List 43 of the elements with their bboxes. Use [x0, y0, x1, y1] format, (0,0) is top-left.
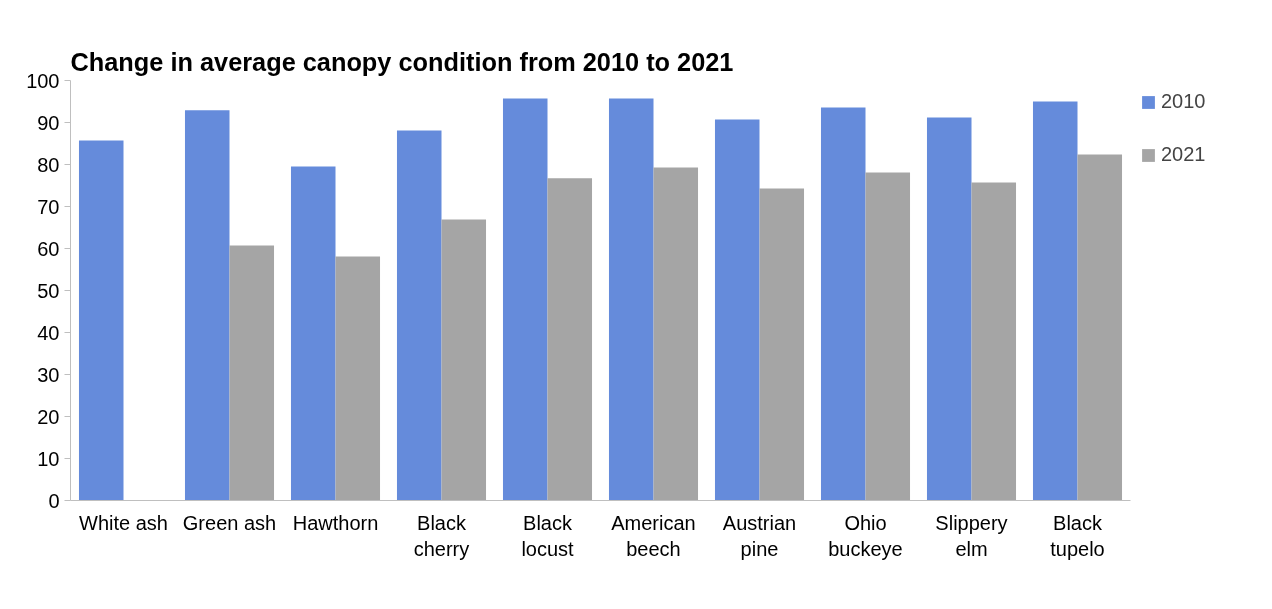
y-tick-label: 100 [26, 69, 60, 92]
x-tick-label: Black tupelo [1050, 511, 1105, 560]
bar [820, 107, 866, 501]
x-tick-label: Austrian pine [722, 511, 797, 560]
y-tick-label: 20 [37, 405, 60, 428]
x-tick-label: Hawthorn [292, 511, 379, 534]
bar [714, 119, 760, 501]
bar [78, 140, 124, 501]
bar [1077, 154, 1123, 501]
x-tick-label: Black cherry [413, 511, 470, 560]
y-tick-label: 90 [37, 111, 60, 134]
bar [441, 219, 487, 501]
legend-label: 2021 [1161, 143, 1206, 166]
bar [1032, 101, 1078, 501]
bar [547, 178, 593, 501]
x-tick-label: Black locust [521, 511, 575, 560]
bar [653, 167, 699, 501]
bar [184, 110, 230, 501]
bar [608, 98, 654, 501]
y-tick-label: 50 [37, 279, 60, 302]
x-tick-label: Ohio buckeye [828, 511, 903, 560]
bar [865, 172, 911, 501]
chart-title: Change in average canopy condition from 2010 to 2021 [70, 47, 734, 76]
y-tick-label: 10 [37, 447, 60, 470]
bar [229, 245, 275, 501]
bar [335, 256, 381, 501]
x-tick-label: White ash [79, 511, 168, 534]
bar [926, 117, 972, 501]
bar [290, 166, 336, 501]
x-tick-label: Slippery elm [935, 511, 1008, 560]
x-tick-label: American beech [611, 511, 696, 560]
y-tick-label: 40 [37, 321, 60, 344]
bar [759, 188, 805, 501]
bar [971, 182, 1017, 501]
bar [502, 98, 548, 501]
x-tick-label: Green ash [182, 511, 277, 534]
y-tick-label: 80 [37, 153, 60, 176]
y-tick-label: 30 [37, 363, 60, 386]
bar [396, 130, 442, 501]
legend-label: 2010 [1161, 90, 1206, 113]
y-tick-label: 60 [37, 237, 60, 260]
y-tick-label: 70 [37, 195, 60, 218]
y-tick-label: 0 [48, 489, 60, 512]
